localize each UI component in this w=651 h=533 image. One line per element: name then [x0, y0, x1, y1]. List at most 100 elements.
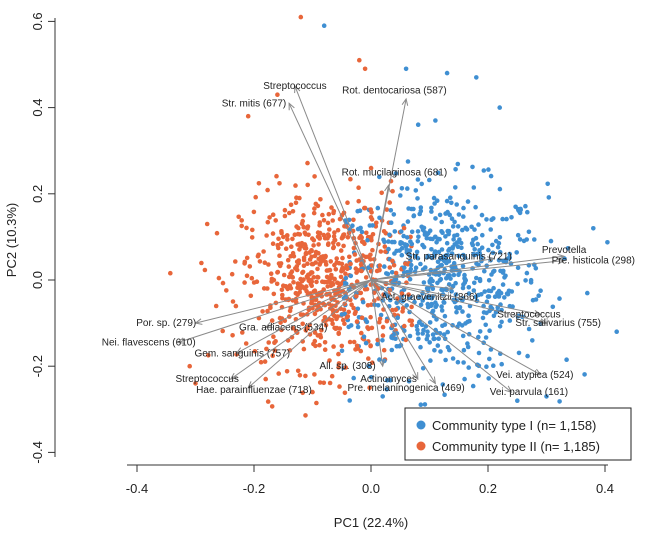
- point-community-type-1: [565, 246, 571, 251]
- point-community-type-1: [445, 228, 451, 234]
- point-community-type-1: [429, 301, 434, 307]
- point-community-type-2: [253, 194, 258, 200]
- point-community-type-1: [444, 252, 449, 258]
- loading-arrow: [230, 279, 372, 380]
- point-community-type-1: [476, 350, 482, 356]
- loading-arrow-head: [557, 253, 566, 261]
- point-community-type-1: [339, 348, 345, 354]
- point-community-type-1: [440, 382, 446, 387]
- point-community-type-1: [418, 205, 424, 210]
- y-tick-label: 0.2: [30, 185, 45, 203]
- point-community-type-1: [481, 310, 487, 315]
- point-community-type-1: [530, 297, 536, 303]
- point-community-type-1: [399, 229, 404, 234]
- point-community-type-1: [420, 298, 426, 303]
- point-community-type-1: [436, 249, 442, 255]
- point-community-type-2: [262, 359, 268, 364]
- point-community-type-2: [236, 214, 241, 220]
- point-community-type-2: [325, 220, 331, 226]
- point-community-type-2: [329, 373, 335, 379]
- point-community-type-2: [316, 242, 321, 247]
- point-community-type-2: [351, 339, 357, 345]
- point-community-type-1: [502, 295, 507, 300]
- point-community-type-2: [294, 259, 300, 265]
- point-community-type-2: [269, 404, 275, 409]
- loading-arrow: [370, 279, 384, 367]
- point-community-type-1: [455, 244, 461, 250]
- point-community-type-2: [315, 275, 321, 280]
- point-community-type-1: [482, 289, 488, 294]
- point-community-type-1: [441, 332, 447, 337]
- point-community-type-2: [314, 279, 319, 285]
- point-community-type-2: [383, 249, 388, 254]
- loading-arrow-label: All. sp. (308): [320, 361, 376, 372]
- point-community-type-1: [470, 383, 476, 389]
- point-community-type-1: [499, 361, 505, 367]
- point-community-type-2: [315, 230, 321, 235]
- point-community-type-1: [472, 247, 478, 252]
- point-community-type-1: [471, 237, 476, 243]
- point-community-type-1: [429, 205, 434, 211]
- point-community-type-1: [355, 208, 361, 214]
- point-community-type-2: [262, 260, 268, 266]
- point-community-type-1: [469, 224, 474, 230]
- point-community-type-2: [351, 245, 357, 251]
- point-community-type-2: [331, 208, 337, 214]
- loading-arrow: [370, 279, 436, 384]
- point-community-type-1: [408, 262, 414, 268]
- point-community-type-2: [370, 247, 375, 253]
- point-community-type-2: [293, 183, 298, 188]
- point-community-type-1: [500, 216, 505, 222]
- point-community-type-1: [472, 227, 477, 232]
- point-community-type-1: [455, 224, 461, 229]
- point-community-type-1: [384, 377, 390, 383]
- point-community-type-1: [405, 186, 410, 191]
- point-community-type-2: [243, 341, 249, 346]
- point-community-type-1: [444, 276, 449, 281]
- point-community-type-2: [250, 227, 255, 233]
- point-community-type-1: [416, 234, 421, 239]
- point-community-type-1: [389, 239, 395, 245]
- point-community-type-2: [382, 244, 388, 249]
- point-community-type-1: [515, 281, 520, 287]
- point-community-type-2: [268, 271, 274, 277]
- point-community-type-2: [252, 349, 258, 354]
- point-community-type-1: [482, 268, 487, 274]
- x-ticks: -0.4 -0.2 0.0 0.2 0.4: [126, 465, 614, 496]
- point-community-type-1: [427, 177, 432, 183]
- loading-arrow-head: [384, 183, 391, 193]
- point-community-type-2: [206, 353, 211, 358]
- point-community-type-1: [436, 336, 442, 342]
- point-community-type-1: [479, 254, 484, 260]
- point-community-type-1: [582, 372, 587, 377]
- point-community-type-1: [474, 261, 479, 266]
- point-community-type-2: [261, 286, 267, 291]
- point-community-type-2: [362, 287, 368, 292]
- loading-arrow-head: [378, 359, 386, 368]
- point-community-type-1: [524, 270, 530, 276]
- point-community-type-2: [309, 254, 314, 260]
- point-community-type-1: [447, 212, 453, 218]
- point-community-type-1: [487, 328, 492, 334]
- point-community-type-2: [309, 294, 315, 300]
- y-axis-title: PC2 (10.3%): [4, 203, 19, 277]
- point-community-type-2: [270, 212, 276, 217]
- point-community-type-2: [279, 287, 285, 293]
- point-community-type-2: [368, 252, 373, 258]
- point-community-type-2: [364, 230, 369, 236]
- point-community-type-1: [456, 212, 462, 217]
- point-community-type-2: [300, 270, 305, 276]
- point-community-type-2: [399, 291, 405, 296]
- point-community-type-2: [313, 250, 319, 255]
- point-community-type-2: [331, 344, 336, 349]
- point-community-type-1: [388, 377, 393, 383]
- point-community-type-1: [557, 296, 562, 301]
- point-community-type-2: [297, 373, 303, 378]
- point-community-type-2: [375, 286, 381, 292]
- point-community-type-2: [377, 316, 383, 322]
- point-community-type-1: [524, 237, 529, 242]
- point-community-type-1: [486, 294, 492, 299]
- point-community-type-2: [368, 314, 373, 320]
- loading-arrow-label: Rot. dentocariosa (587): [342, 85, 447, 96]
- point-community-type-2: [359, 315, 365, 321]
